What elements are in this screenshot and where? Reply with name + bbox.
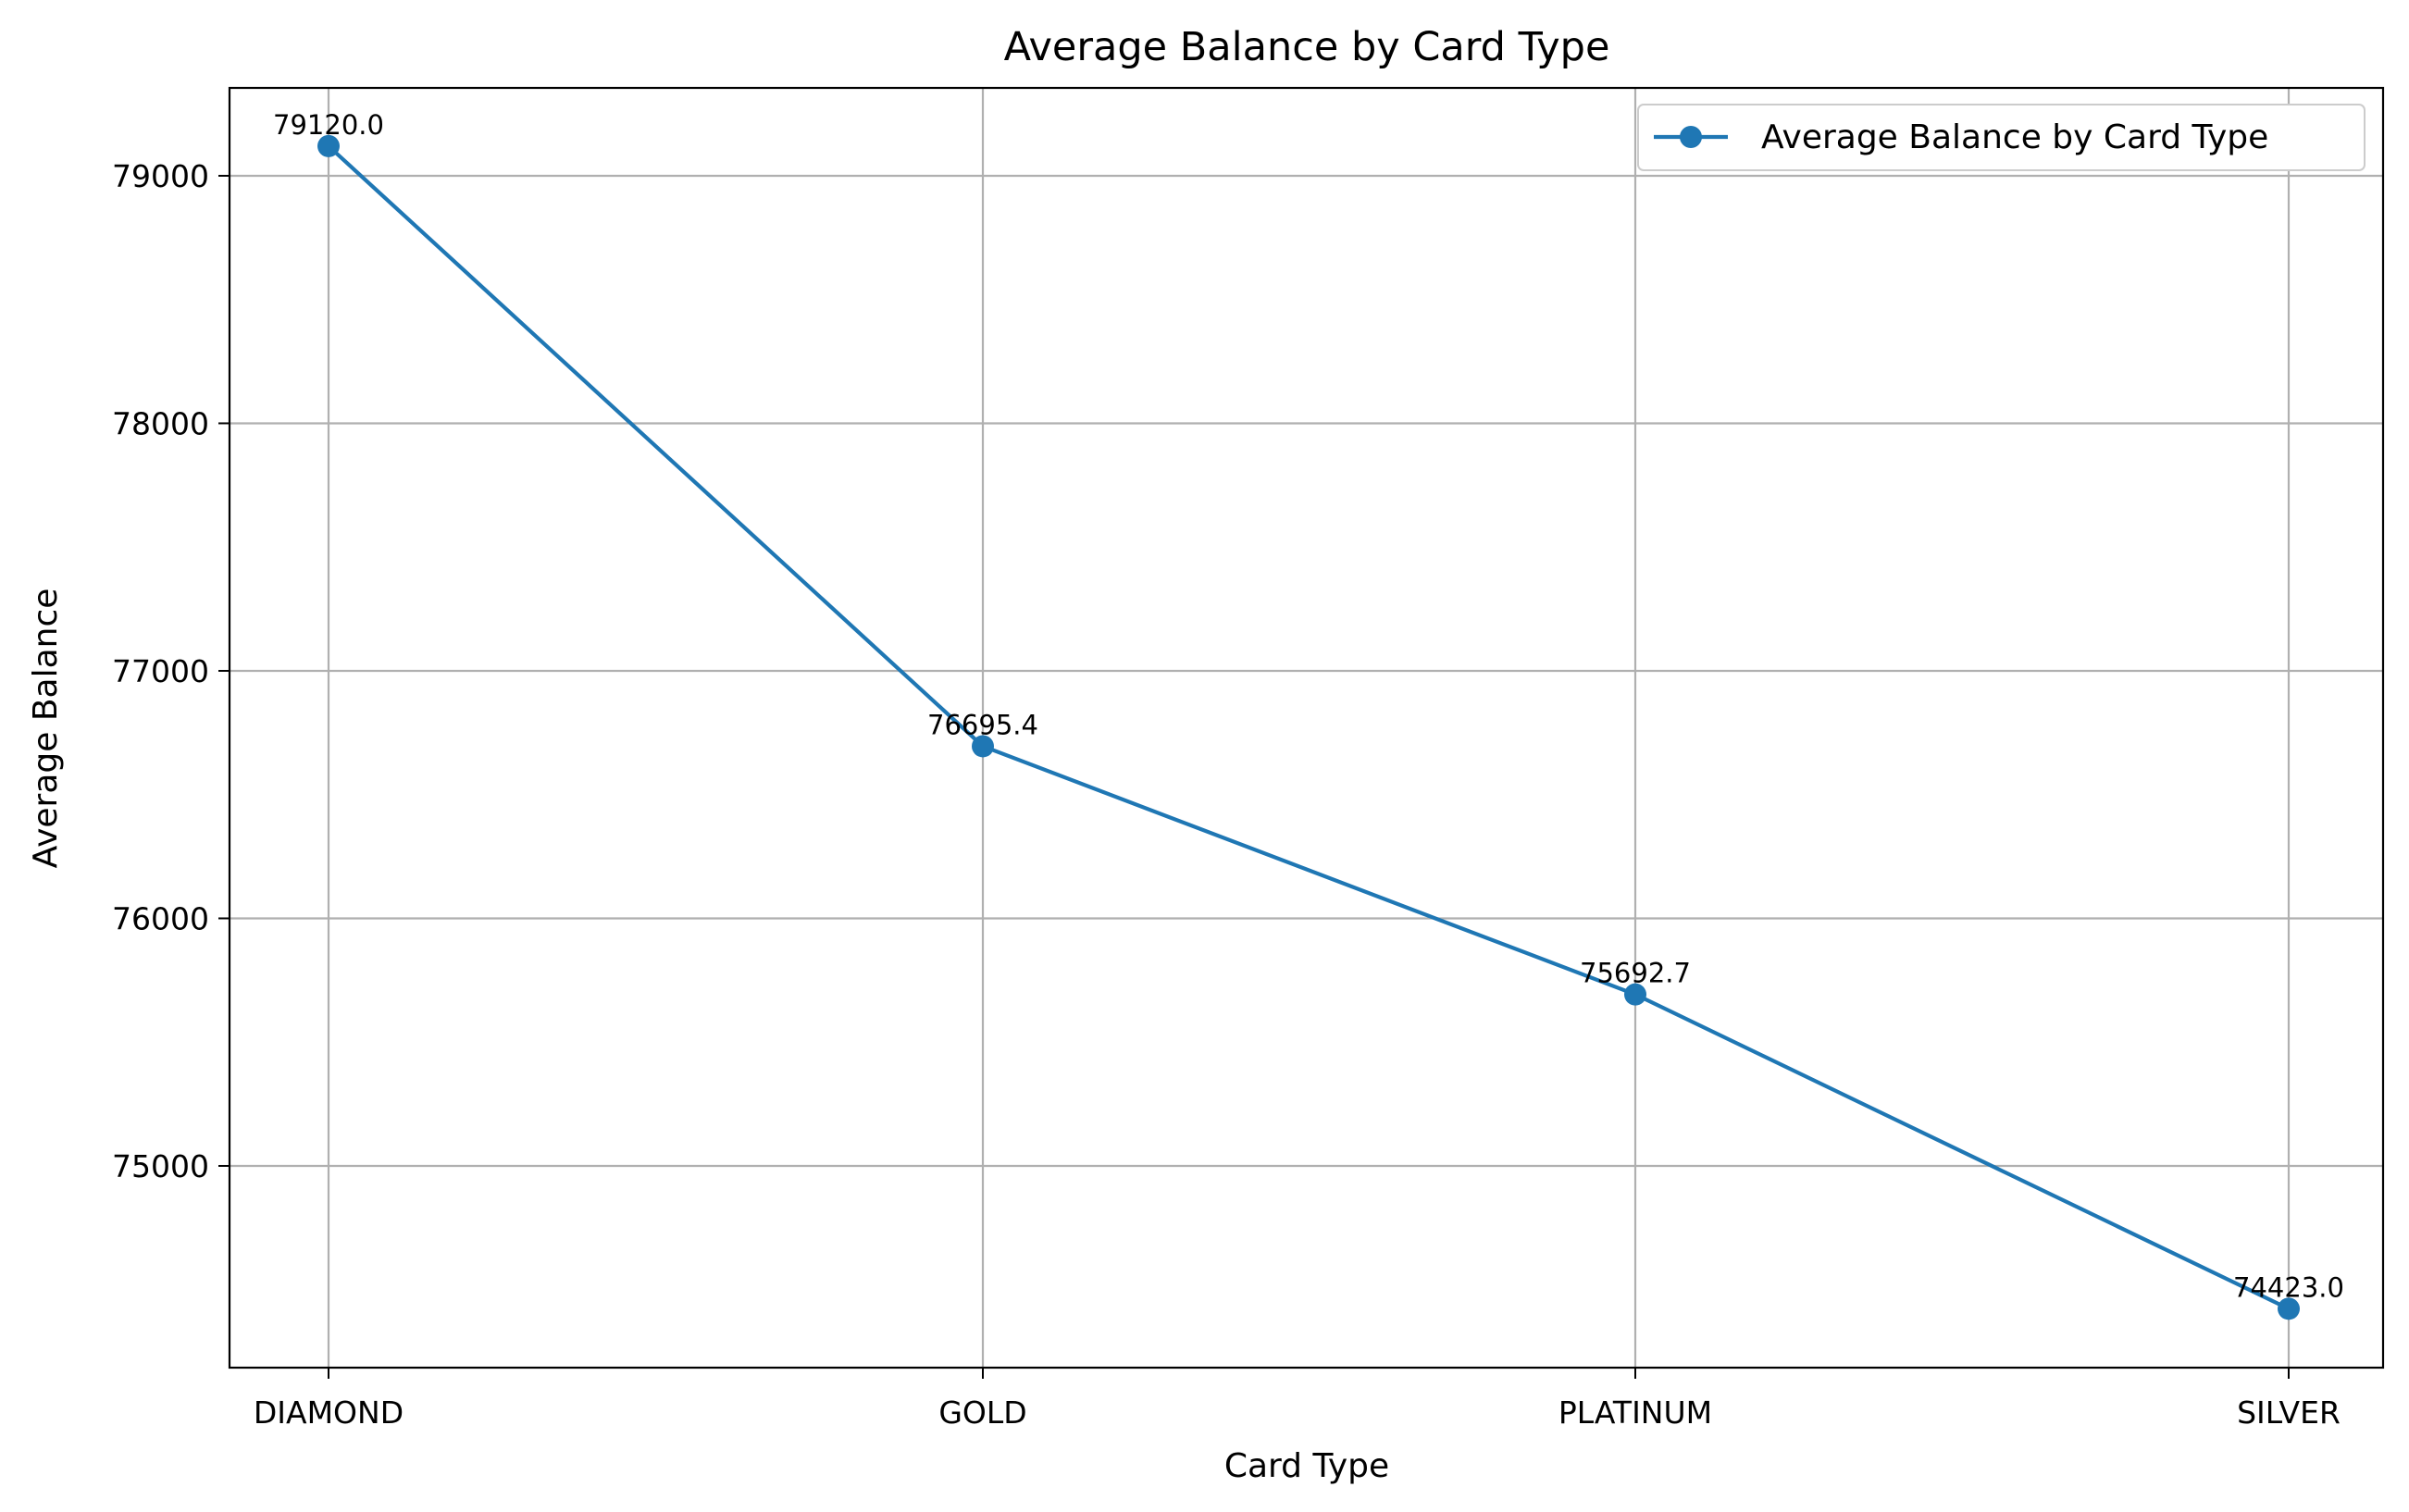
y-tick-label-78000: 78000 [112, 405, 209, 441]
x-tick-label-silver: SILVER [2237, 1394, 2341, 1431]
series-layer [317, 134, 2300, 1320]
plot-frame [228, 86, 2385, 1369]
x-tick-label-platinum: PLATINUM [1558, 1394, 1712, 1431]
data-label-layer: 79120.0 76695.4 75692.7 74423.0 [273, 109, 2344, 1303]
y-tick-label-76000: 76000 [112, 900, 209, 936]
series-line-0 [327, 144, 2290, 1311]
legend: Average Balance by Card Type [1637, 104, 2366, 171]
grid-layer [230, 88, 2383, 1368]
data-point-silver [2278, 1297, 2300, 1320]
y-tick-label-75000: 75000 [112, 1148, 209, 1184]
legend-entry-label: Average Balance by Card Type [1761, 118, 2268, 156]
data-label-diamond: 79120.0 [273, 109, 384, 141]
legend-box [1637, 104, 2366, 171]
chart-title: Average Balance by Card Type [1004, 24, 1610, 70]
data-label-gold: 76695.4 [927, 709, 1038, 740]
legend-marker-swatch [1680, 126, 1702, 148]
x-tick-label-gold: GOLD [938, 1394, 1026, 1431]
x-tick-label-diamond: DIAMOND [254, 1394, 404, 1431]
y-tick-label-77000: 77000 [112, 653, 209, 689]
data-label-silver: 74423.0 [2233, 1271, 2344, 1303]
y-axis-label: Average Balance [27, 589, 65, 869]
data-point-diamond [317, 134, 340, 157]
x-axis-label: Card Type [1224, 1447, 1389, 1485]
y-tick-label-79000: 79000 [112, 158, 209, 194]
tick-layer: DIAMOND GOLD PLATINUM SILVER 75000 76000 77000… [112, 158, 2341, 1431]
data-point-platinum [1624, 983, 1646, 1006]
data-point-gold [972, 735, 994, 758]
data-label-platinum: 75692.7 [1580, 958, 1691, 989]
